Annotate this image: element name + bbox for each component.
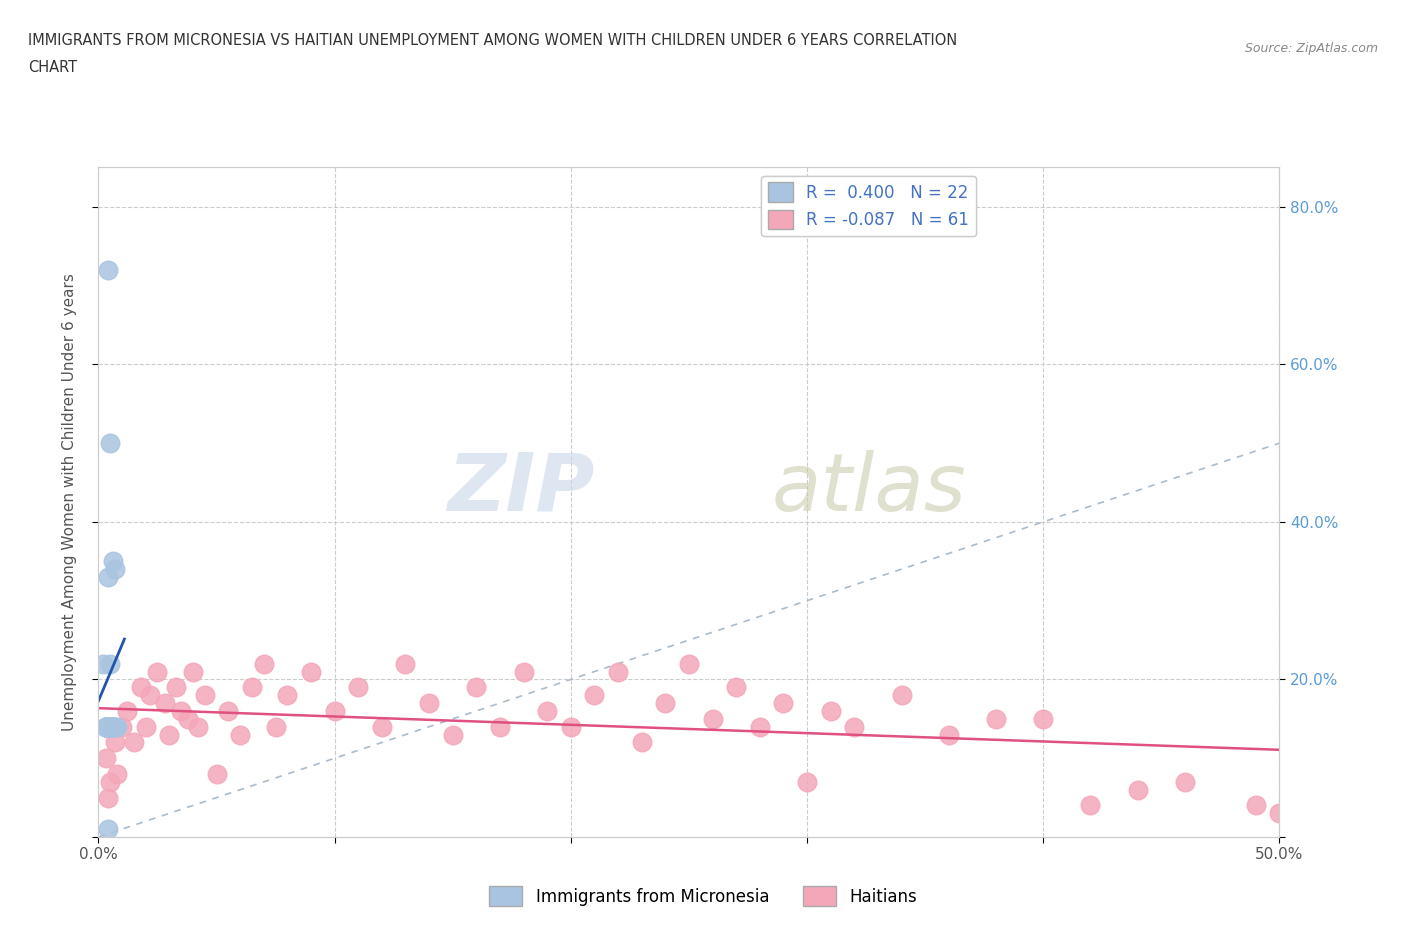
Point xyxy=(129,680,152,695)
Point xyxy=(111,719,134,734)
Point xyxy=(240,680,263,695)
Point xyxy=(122,735,145,750)
Point xyxy=(187,719,209,734)
Text: IMMIGRANTS FROM MICRONESIA VS HAITIAN UNEMPLOYMENT AMONG WOMEN WITH CHILDREN UND: IMMIGRANTS FROM MICRONESIA VS HAITIAN UN… xyxy=(28,33,957,47)
Point xyxy=(153,696,176,711)
Point xyxy=(94,719,117,734)
Point xyxy=(98,719,121,734)
Point xyxy=(276,688,298,703)
Point xyxy=(98,435,121,450)
Point xyxy=(418,696,440,711)
Point xyxy=(146,664,169,679)
Point xyxy=(465,680,488,695)
Point xyxy=(97,719,120,734)
Point xyxy=(98,719,121,734)
Text: atlas: atlas xyxy=(772,450,966,528)
Point xyxy=(264,719,287,734)
Point xyxy=(194,688,217,703)
Point xyxy=(371,719,394,734)
Point xyxy=(205,766,228,781)
Text: ZIP: ZIP xyxy=(447,450,595,528)
Point xyxy=(165,680,187,695)
Point xyxy=(984,711,1007,726)
Point xyxy=(394,657,416,671)
Point xyxy=(105,766,128,781)
Point xyxy=(489,719,512,734)
Point xyxy=(98,775,121,790)
Point xyxy=(170,703,193,718)
Point xyxy=(1174,775,1197,790)
Point xyxy=(97,719,120,734)
Point xyxy=(101,719,124,734)
Point xyxy=(890,688,912,703)
Point xyxy=(796,775,818,790)
Point xyxy=(104,735,127,750)
Point xyxy=(1126,782,1149,797)
Point xyxy=(98,719,121,734)
Point xyxy=(181,664,204,679)
Point xyxy=(536,703,558,718)
Point xyxy=(299,664,322,679)
Point xyxy=(94,719,117,734)
Point xyxy=(91,657,114,671)
Point xyxy=(98,657,121,671)
Point xyxy=(702,711,724,726)
Point xyxy=(844,719,866,734)
Point xyxy=(98,719,121,734)
Point xyxy=(157,727,180,742)
Point xyxy=(772,696,794,711)
Point xyxy=(323,703,346,718)
Point xyxy=(630,735,652,750)
Point xyxy=(135,719,157,734)
Point xyxy=(104,562,127,577)
Legend: Immigrants from Micronesia, Haitians: Immigrants from Micronesia, Haitians xyxy=(482,880,924,912)
Point xyxy=(748,719,770,734)
Point xyxy=(1244,798,1267,813)
Point xyxy=(177,711,200,726)
Point xyxy=(139,688,162,703)
Point xyxy=(217,703,239,718)
Point xyxy=(97,262,120,277)
Point xyxy=(725,680,748,695)
Point xyxy=(654,696,676,711)
Point xyxy=(94,751,117,765)
Point xyxy=(820,703,842,718)
Point xyxy=(104,719,127,734)
Point xyxy=(253,657,276,671)
Y-axis label: Unemployment Among Women with Children Under 6 years: Unemployment Among Women with Children U… xyxy=(62,273,77,731)
Point xyxy=(101,719,124,734)
Point xyxy=(97,790,120,805)
Point xyxy=(94,719,117,734)
Point xyxy=(441,727,464,742)
Point xyxy=(678,657,700,671)
Point xyxy=(229,727,252,742)
Point xyxy=(97,569,120,584)
Point xyxy=(97,822,120,837)
Point xyxy=(560,719,582,734)
Point xyxy=(512,664,534,679)
Point xyxy=(347,680,370,695)
Point xyxy=(1032,711,1054,726)
Point xyxy=(1080,798,1102,813)
Point xyxy=(115,703,138,718)
Text: Source: ZipAtlas.com: Source: ZipAtlas.com xyxy=(1244,42,1378,55)
Point xyxy=(105,719,128,734)
Point xyxy=(101,719,124,734)
Point xyxy=(101,554,124,569)
Point xyxy=(583,688,606,703)
Point xyxy=(607,664,630,679)
Point xyxy=(94,719,117,734)
Point xyxy=(938,727,960,742)
Point xyxy=(94,719,117,734)
Legend: R =  0.400   N = 22, R = -0.087   N = 61: R = 0.400 N = 22, R = -0.087 N = 61 xyxy=(761,176,976,236)
Point xyxy=(1268,806,1291,821)
Point xyxy=(94,719,117,734)
Text: CHART: CHART xyxy=(28,60,77,75)
